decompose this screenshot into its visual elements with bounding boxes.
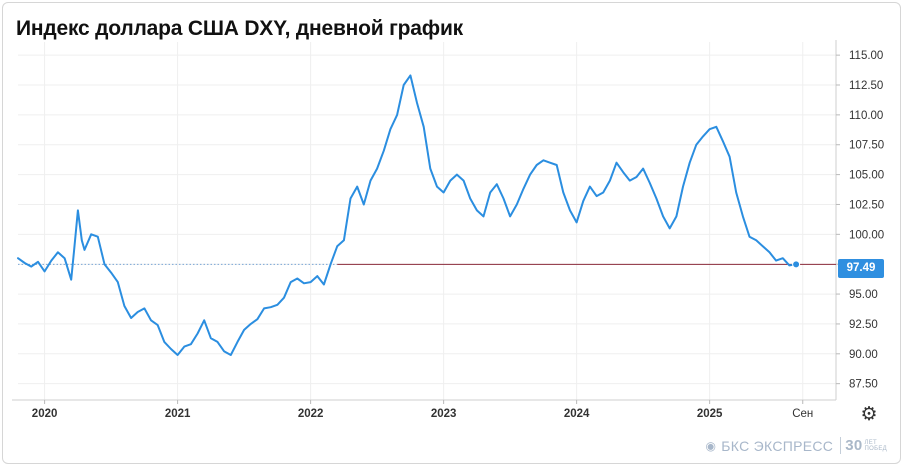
x-tick-label: 2025 [697, 408, 723, 420]
y-axis: 115.00 112.50 110.00 107.50 105.00 102.50 100.… [835, 40, 884, 400]
y-tick-label: 112.50 [849, 80, 883, 92]
gear-icon[interactable]: ⚙ [860, 403, 878, 425]
brand-name: БКС ЭКСПРЕСС [721, 437, 834, 454]
x-tick-label: 2021 [165, 408, 191, 420]
x-tick-label: 2022 [298, 408, 324, 420]
brand-logo-icon: ◉ [705, 438, 717, 453]
y-tick-label: 92.50 [849, 319, 878, 331]
dxy-series-line[interactable] [17, 74, 798, 356]
badge-line-1: ЛЕТ [864, 439, 878, 446]
x-tick-label: 2024 [564, 408, 590, 420]
x-tick-label: 2023 [431, 408, 457, 420]
gridlines [18, 42, 836, 400]
y-tick-label: 105.00 [849, 170, 884, 182]
last-point-marker [792, 260, 801, 269]
y-tick-label: 115.00 [849, 50, 883, 62]
y-tick-label: 102.50 [849, 199, 884, 211]
x-tick-label: 2020 [32, 408, 58, 420]
brand-watermark: ◉ БКС ЭКСПРЕСС 30 ЛЕТ ПОБЕД [706, 437, 887, 454]
chart-title: Индекс доллара США DXY, дневной график [16, 17, 463, 40]
anniversary-badge: 30 ЛЕТ ПОБЕД [840, 437, 887, 454]
badge-text: ЛЕТ ПОБЕД [865, 440, 887, 452]
y-tick-label: 100.00 [849, 229, 884, 241]
x-axis: 2020 2021 2022 2023 2024 2025 Сен [12, 399, 836, 420]
y-tick-label: 90.00 [849, 349, 878, 361]
x-tick-label: Сен [792, 408, 813, 420]
badge-number: 30 [845, 437, 863, 454]
series-layer [17, 74, 836, 356]
last-price-tag: 97.49 [838, 259, 884, 278]
badge-line-2: ПОБЕД [864, 445, 887, 452]
y-tick-label: 95.00 [849, 289, 878, 301]
y-tick-label: 107.50 [849, 140, 884, 152]
y-tick-label: 110.00 [849, 110, 883, 122]
y-tick-label: 87.50 [849, 379, 878, 391]
